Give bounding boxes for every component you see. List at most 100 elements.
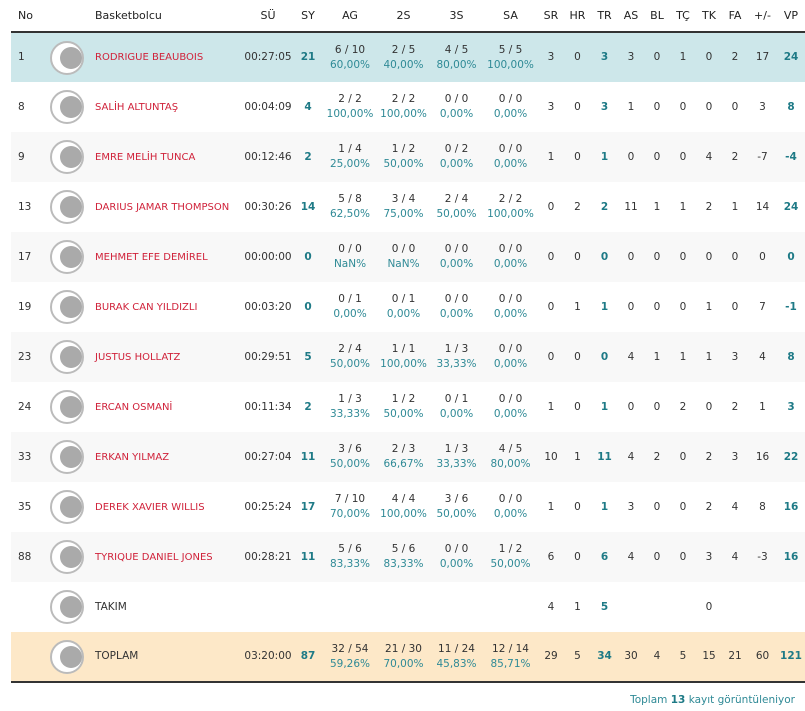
points: 87 (293, 632, 323, 683)
column-header[interactable]: BL (644, 0, 670, 33)
s2-value: 1 / 1 (391, 343, 416, 355)
player-row: 23 JUSTUS HOLLATZ 00:29:51 5 2 / 4 50,00% 1 / … (11, 332, 805, 382)
pm-cell: 4 (748, 332, 777, 382)
player-name[interactable]: DEREK XAVIER WILLIS (93, 482, 243, 532)
column-header[interactable]: 3S (430, 0, 483, 33)
tc-cell: 0 (670, 532, 696, 582)
column-header[interactable]: TK (696, 0, 722, 33)
s3-cell: 0 / 0 0,00% (430, 82, 483, 132)
bl-cell: 0 (644, 282, 670, 332)
points (293, 582, 323, 632)
vp-value: 8 (787, 100, 795, 113)
su-value: 00:11:34 (244, 400, 292, 413)
tk-value: 2 (705, 450, 713, 463)
player-name[interactable]: DARIUS JAMAR THOMPSON (93, 182, 243, 232)
player-name[interactable]: BURAK CAN YILDIZLI (93, 282, 243, 332)
player-name[interactable]: ERKAN YILMAZ (93, 432, 243, 482)
jersey-number: 35 (11, 482, 41, 532)
sr-cell: 1 (538, 132, 564, 182)
hr-value: 1 (574, 600, 581, 613)
sap-value: 0,00% (493, 108, 528, 120)
column-header[interactable]: AS (618, 0, 644, 33)
sa-value: 2 / 2 (498, 193, 523, 205)
player-name[interactable]: ERCAN OSMANİ (93, 382, 243, 432)
agp-value: 50,00% (329, 458, 371, 470)
sa-value: 0 / 0 (498, 243, 523, 255)
s2p-value: 50,00% (383, 408, 424, 420)
as-cell: 4 (618, 532, 644, 582)
no-value: 88 (18, 550, 32, 563)
name-value: TOPLAM (95, 650, 139, 662)
player-name[interactable]: SALİH ALTUNTAŞ (93, 82, 243, 132)
su-value: 00:04:09 (244, 100, 292, 113)
column-header[interactable]: +/- (748, 0, 777, 33)
bl-cell: 0 (644, 132, 670, 182)
pm-cell: 14 (748, 182, 777, 232)
agp-value: 50,00% (329, 358, 371, 370)
ag-cell: 0 / 0 NaN% (323, 232, 377, 282)
s2p-value: 70,00% (383, 657, 424, 670)
team-logo (41, 232, 93, 282)
sy-value: 0 (304, 250, 312, 263)
jersey-number: 23 (11, 332, 41, 382)
sa-cell: 0 / 0 0,00% (483, 382, 538, 432)
column-header[interactable]: SÜ (243, 0, 293, 33)
su-value: 00:00:00 (244, 250, 292, 263)
column-header[interactable]: TÇ (670, 0, 696, 33)
fa-value: 3 (731, 450, 739, 463)
s3p-value: 0,00% (439, 108, 474, 120)
column-header[interactable]: 2S (377, 0, 430, 33)
vp-cell: 8 (777, 82, 805, 132)
hr-cell: 1 (564, 582, 591, 632)
no-value: 35 (18, 500, 32, 513)
s2p-value: 100,00% (380, 508, 427, 520)
vp-cell: 121 (777, 632, 805, 683)
s3p-value: 80,00% (436, 58, 477, 71)
player-name[interactable]: MEHMET EFE DEMİREL (93, 232, 243, 282)
sap-value: 85,71% (490, 657, 531, 670)
s3p-value: 33,33% (436, 458, 477, 470)
column-header[interactable]: VP (777, 0, 805, 33)
s3-cell: 0 / 0 0,00% (430, 282, 483, 332)
s3p-value: 0,00% (439, 258, 474, 270)
tc-value: 1 (679, 51, 687, 63)
tr-value: 1 (600, 400, 609, 413)
column-header[interactable]: SR (538, 0, 564, 33)
bl-cell: 2 (644, 432, 670, 482)
pm-cell: 60 (748, 632, 777, 683)
player-name[interactable]: TYRIQUE DANIEL JONES (93, 532, 243, 582)
tr-value: 34 (597, 650, 612, 662)
column-header[interactable]: No (11, 0, 41, 33)
sy-value: 2 (304, 150, 312, 163)
fa-value: 2 (731, 400, 739, 413)
total-row: TOPLAM 03:20:00 87 32 / 54 59,26% 21 / 30 70,0… (11, 632, 805, 683)
column-header[interactable]: SA (483, 0, 538, 33)
player-name[interactable]: RODRIGUE BEAUBOIS (93, 32, 243, 82)
tc-cell: 1 (670, 182, 696, 232)
column-header[interactable]: FA (722, 0, 748, 33)
team-logo (41, 632, 93, 683)
tk-cell: 2 (696, 482, 722, 532)
sy-value: 4 (304, 100, 312, 113)
bl-value: 4 (653, 650, 661, 662)
column-header[interactable]: AG (323, 0, 377, 33)
pm-value: 60 (755, 650, 770, 662)
column-header[interactable]: Basketbolcu (93, 0, 243, 33)
sa-cell: 0 / 0 0,00% (483, 282, 538, 332)
column-header[interactable]: HR (564, 0, 591, 33)
player-name[interactable]: EMRE MELİH TUNCA (93, 132, 243, 182)
minutes: 00:30:26 (243, 182, 293, 232)
tr-cell: 1 (591, 382, 618, 432)
column-header[interactable]: SY (293, 0, 323, 33)
fa-cell: 1 (722, 182, 748, 232)
agp-value: 33,33% (329, 408, 371, 420)
s2-cell (377, 582, 430, 632)
sr-value: 0 (547, 200, 555, 213)
player-name[interactable]: JUSTUS HOLLATZ (93, 332, 243, 382)
column-header[interactable] (41, 0, 93, 33)
team-logo-icon (50, 140, 84, 174)
vp-cell: 24 (777, 182, 805, 232)
sr-cell: 3 (538, 32, 564, 82)
s2-cell: 0 / 1 0,00% (377, 282, 430, 332)
column-header[interactable]: TR (591, 0, 618, 33)
